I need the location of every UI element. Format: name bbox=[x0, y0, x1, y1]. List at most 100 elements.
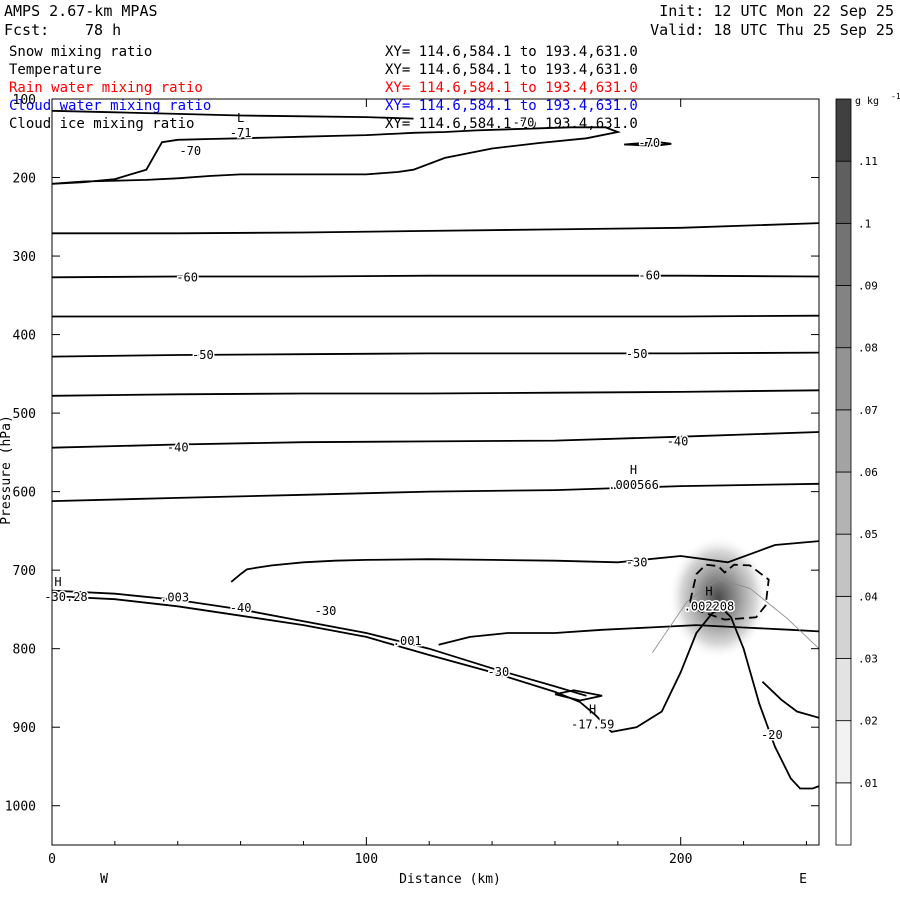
colorbar-swatch bbox=[835, 533, 852, 597]
contour-label: -40 bbox=[667, 434, 689, 448]
colorbar-level-label: .1 bbox=[858, 217, 871, 230]
x-tick-label: 0 bbox=[48, 852, 56, 867]
east-label: E bbox=[799, 872, 807, 887]
colorbar-swatch bbox=[835, 160, 852, 224]
y-tick-label: 800 bbox=[13, 643, 36, 658]
colorbar-level-label: .02 bbox=[858, 715, 878, 728]
colorbar-swatch bbox=[835, 782, 852, 846]
colorbar-swatch bbox=[835, 658, 852, 722]
y-tick-label: 700 bbox=[13, 564, 36, 579]
extremum-value: .000566 bbox=[608, 478, 659, 492]
axes-layer: 100 200 300 400 500 600 700 800 900 1000 0 100 200 bbox=[5, 93, 819, 867]
y-tick-label: 900 bbox=[13, 721, 36, 736]
temperature-isotherm bbox=[624, 141, 672, 147]
contour-label: -60 bbox=[176, 270, 198, 284]
legend-snow-name: Snow mixing ratio bbox=[9, 44, 153, 60]
extremum-value: -30.28 bbox=[44, 590, 87, 604]
y-tick-label: 1000 bbox=[5, 800, 36, 815]
contour-label: .003 bbox=[160, 591, 189, 605]
y-tick-label: 500 bbox=[13, 407, 36, 422]
colorbar-level-label: .04 bbox=[858, 590, 878, 603]
extremum-marker: H bbox=[589, 702, 596, 716]
colorbar-level-label: .01 bbox=[858, 777, 878, 790]
colorbar-swatch bbox=[835, 595, 852, 659]
colorbar-swatch bbox=[835, 471, 852, 535]
y-tick-label: 200 bbox=[13, 172, 36, 187]
x-tick-label: 200 bbox=[669, 852, 692, 867]
colorbar-swatch bbox=[835, 285, 852, 349]
x-axis-label: Distance (km) bbox=[399, 872, 501, 887]
colorbar-level-label: .07 bbox=[858, 404, 878, 417]
temperature-isotherm bbox=[52, 314, 819, 318]
contour-label: -50 bbox=[626, 347, 648, 361]
contour-label: -40 bbox=[167, 441, 189, 455]
colorbar-units: g kg bbox=[855, 96, 879, 107]
snow-mixing-contour bbox=[652, 579, 819, 653]
temperature-isotherm bbox=[52, 431, 819, 449]
contour-label: -30 bbox=[626, 555, 648, 569]
legend-cloud-water-xy: XY= 114.6,584.1 to 193.4,631.0 bbox=[385, 98, 638, 114]
temperature-isotherm bbox=[554, 689, 603, 702]
contour-label: -40 bbox=[230, 601, 252, 615]
contour-label: -20 bbox=[761, 728, 783, 742]
snow-shading-layer bbox=[668, 535, 769, 660]
legend-temperature-xy: XY= 114.6,584.1 to 193.4,631.0 bbox=[385, 62, 638, 78]
y-tick-label: 300 bbox=[13, 250, 36, 265]
contour-label: -70 bbox=[179, 144, 201, 158]
temperature-isotherm bbox=[230, 540, 819, 583]
colorbar-swatch bbox=[835, 222, 852, 286]
plot-frame bbox=[51, 98, 820, 846]
temperature-isotherm bbox=[52, 274, 819, 279]
colorbar-level-label: .09 bbox=[858, 280, 878, 293]
forecast-value: 78 h bbox=[85, 21, 122, 39]
temperature-isotherm bbox=[52, 351, 819, 358]
init-time: Init: 12 UTC Mon 22 Sep 25 bbox=[659, 2, 894, 20]
colorbar-level-label: .03 bbox=[858, 653, 878, 666]
legend-snow-xy: XY= 114.6,584.1 to 193.4,631.0 bbox=[385, 44, 638, 60]
colorbar-swatch bbox=[835, 409, 852, 473]
colorbar-swatch bbox=[835, 347, 852, 411]
contour-label: -70 bbox=[638, 136, 660, 150]
extremum-value: -71 bbox=[230, 126, 252, 140]
temperature-isotherm bbox=[52, 109, 414, 120]
y-tick-label: 100 bbox=[13, 93, 36, 108]
contour-label: -70 bbox=[513, 116, 535, 130]
temperature-isotherm bbox=[438, 624, 819, 646]
cloud-ice-contour bbox=[689, 563, 770, 621]
contour-layer bbox=[52, 109, 819, 790]
legend-temperature-name: Temperature bbox=[9, 62, 102, 78]
colorbar-swatch bbox=[835, 98, 852, 162]
colorbar-level-label: .06 bbox=[858, 466, 878, 479]
colorbar-level-label: .11 bbox=[858, 155, 878, 168]
temperature-isotherm bbox=[52, 126, 622, 185]
colorbar-level-label: .08 bbox=[858, 342, 878, 355]
extremum-marker: H bbox=[54, 575, 61, 589]
colorbar-level-label: .05 bbox=[858, 528, 878, 541]
west-label: W bbox=[100, 872, 108, 887]
extremum-marker: H bbox=[630, 463, 637, 477]
contour-label: .001 bbox=[393, 634, 422, 648]
extremum-value: .002208 bbox=[684, 600, 735, 614]
colorbar-swatch bbox=[835, 720, 852, 784]
temperature-isotherm bbox=[52, 389, 819, 397]
y-tick-label: 600 bbox=[13, 486, 36, 501]
extremum-marker: H bbox=[705, 585, 712, 599]
contour-label-layer: -70 -70 -70 -60 -60 -50 -50 -40 -40 -30 -40 -30 -30.… bbox=[43, 111, 784, 744]
legend-cloud-water-name: Cloud water mixing ratio bbox=[9, 98, 212, 114]
colorbar-units-exponent: -1 bbox=[891, 92, 900, 101]
legend-rain-name: Rain water mixing ratio bbox=[9, 80, 203, 96]
valid-time: Valid: 18 UTC Thu 25 Sep 25 bbox=[650, 21, 894, 39]
extremum-value: -17.59 bbox=[571, 717, 614, 731]
y-axis-label: Pressure (hPa) bbox=[0, 415, 14, 525]
contour-label: -50 bbox=[192, 348, 214, 362]
temperature-isotherm bbox=[52, 595, 819, 790]
y-tick-label: 400 bbox=[13, 329, 36, 344]
extremum-marker: L bbox=[237, 111, 244, 125]
colorbar: .01 .02 .03 .04 .05 .06 .07 .08 .09 .1 .11 g kg -1 bbox=[835, 92, 900, 846]
x-tick-label: 100 bbox=[355, 852, 378, 867]
temperature-isotherm bbox=[52, 482, 819, 502]
temperature-isotherm bbox=[52, 222, 819, 235]
model-title: AMPS 2.67-km MPAS bbox=[4, 2, 158, 20]
contour-label: -60 bbox=[638, 269, 660, 283]
